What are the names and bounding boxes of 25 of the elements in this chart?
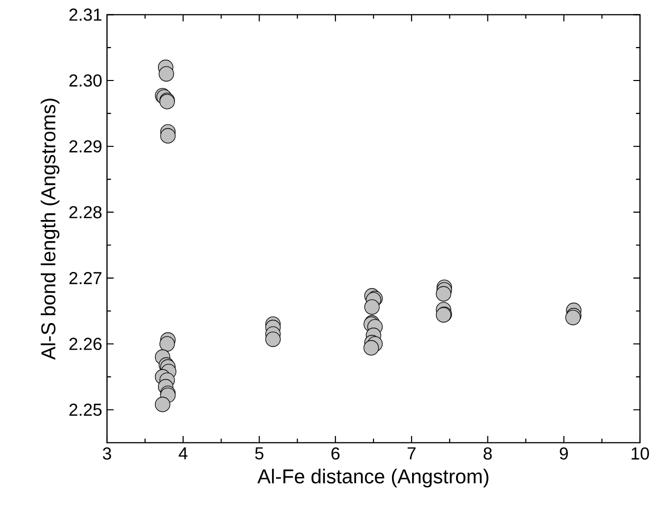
x-tick-label: 4 <box>178 447 188 460</box>
y-tick-label: 2.29 <box>69 140 102 152</box>
y-tick-label: 2.25 <box>69 404 102 416</box>
point <box>265 332 281 347</box>
point <box>158 66 174 82</box>
point <box>436 286 452 302</box>
point <box>364 299 380 315</box>
y-tick-label: 2.28 <box>69 206 102 218</box>
y-tick-label: 2.27 <box>69 272 102 284</box>
x-tick-label: 9 <box>560 447 568 460</box>
point <box>160 128 176 144</box>
x-tick-label: 10 <box>632 447 649 460</box>
y-tick-label: 2.30 <box>69 74 102 87</box>
point <box>364 340 379 356</box>
y-tick-label: 2.31 <box>69 8 102 21</box>
y-tick-label: 2.26 <box>69 338 102 350</box>
x-tick-label: 6 <box>331 447 340 460</box>
point <box>159 336 175 352</box>
point <box>154 396 170 412</box>
y-axis-title: Al-S bond length (Angstroms) <box>40 98 60 360</box>
x-tick-label: 8 <box>484 447 492 460</box>
x-axis-title: Al-Fe distance (Angstrom) <box>257 468 488 488</box>
x-tick-label: 7 <box>408 447 416 460</box>
x-tick-label: 5 <box>255 447 264 460</box>
x-tick-label: 3 <box>102 447 112 460</box>
